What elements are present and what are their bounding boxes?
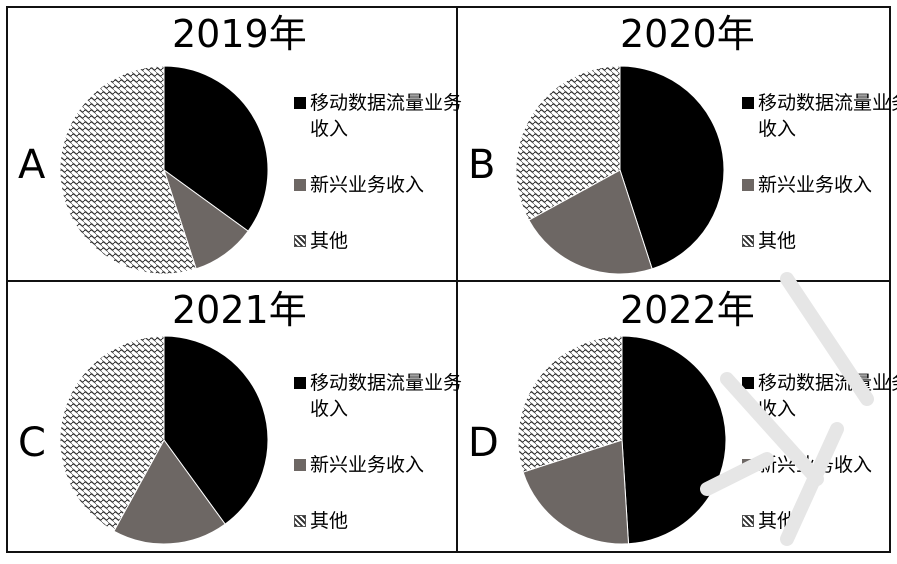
chart-legend: 移动数据流量业务收入 新兴业务收入 其他 bbox=[294, 370, 464, 564]
pie-slice-mobile-data bbox=[619, 65, 725, 270]
legend-item-other: 其他 bbox=[742, 508, 897, 534]
legend-label: 新兴业务收入 bbox=[758, 174, 873, 196]
chart-frame bbox=[6, 6, 891, 553]
legend-item-mobile-data: 移动数据流量业务收入 bbox=[742, 90, 897, 142]
legend-swatch bbox=[742, 377, 754, 389]
legend-swatch bbox=[294, 235, 306, 247]
legend-label: 其他 bbox=[310, 230, 349, 252]
pie-slice-other bbox=[59, 65, 197, 275]
legend-label: 新兴业务收入 bbox=[758, 454, 873, 476]
legend-swatch bbox=[742, 459, 754, 471]
legend-swatch bbox=[742, 97, 754, 109]
legend-swatch bbox=[294, 515, 306, 527]
legend-item-mobile-data: 移动数据流量业务收入 bbox=[294, 370, 464, 422]
legend-label: 新兴业务收入 bbox=[310, 454, 425, 476]
pie-slice-other bbox=[515, 65, 621, 221]
legend-label: 其他 bbox=[310, 510, 349, 532]
panel-label: B bbox=[468, 142, 496, 188]
vertical-divider bbox=[456, 6, 458, 553]
chart-title: 2021年 bbox=[172, 288, 307, 332]
legend-swatch bbox=[294, 97, 306, 109]
pie-slice-mobile-data bbox=[621, 335, 727, 545]
panel-b: 2020年 B 移动数据流量业务收入 新兴业务收入 其他 bbox=[458, 8, 897, 280]
legend-label: 移动数据流量业务收入 bbox=[758, 92, 897, 140]
pie-chart bbox=[59, 335, 269, 545]
chart-legend: 移动数据流量业务收入 新兴业务收入 其他 bbox=[742, 370, 897, 564]
chart-title: 2022年 bbox=[620, 288, 755, 332]
legend-item-other: 其他 bbox=[742, 228, 897, 254]
panel-a: 2019年 A 移动数据流量业务收入 新兴业务收入 其他 bbox=[8, 8, 462, 280]
pie-slice-emerging bbox=[522, 439, 630, 545]
panel-c: 2021年 C 移动数据流量业务收入 新兴业务收入 其他 bbox=[8, 282, 462, 551]
legend-item-emerging: 新兴业务收入 bbox=[742, 452, 897, 478]
legend-item-mobile-data: 移动数据流量业务收入 bbox=[742, 370, 897, 422]
legend-item-emerging: 新兴业务收入 bbox=[294, 452, 464, 478]
panel-d: 2022年 D 移动数据流量业务收入 新兴业务收入 其他 bbox=[458, 282, 897, 551]
legend-item-other: 其他 bbox=[294, 228, 464, 254]
pie-slice-mobile-data bbox=[163, 65, 269, 232]
chart-legend: 移动数据流量业务收入 新兴业务收入 其他 bbox=[294, 90, 464, 284]
legend-label: 移动数据流量业务收入 bbox=[310, 372, 463, 420]
pie-slice-other bbox=[517, 335, 623, 473]
legend-item-emerging: 新兴业务收入 bbox=[294, 172, 464, 198]
legend-swatch bbox=[742, 515, 754, 527]
chart-title: 2020年 bbox=[620, 12, 755, 56]
legend-label: 新兴业务收入 bbox=[310, 174, 425, 196]
legend-swatch bbox=[294, 459, 306, 471]
legend-label: 移动数据流量业务收入 bbox=[758, 372, 897, 420]
pie-slice-emerging bbox=[113, 439, 226, 545]
pie-slice-mobile-data bbox=[163, 335, 269, 525]
horizontal-divider bbox=[6, 280, 891, 282]
pie-slice-other bbox=[59, 335, 165, 532]
legend-item-emerging: 新兴业务收入 bbox=[742, 172, 897, 198]
chart-legend: 移动数据流量业务收入 新兴业务收入 其他 bbox=[742, 90, 897, 284]
legend-swatch bbox=[294, 377, 306, 389]
legend-swatch bbox=[742, 179, 754, 191]
legend-item-other: 其他 bbox=[294, 508, 464, 534]
pie-slice-emerging bbox=[528, 169, 653, 275]
pie-chart bbox=[517, 335, 727, 545]
legend-label: 其他 bbox=[758, 510, 797, 532]
panel-label: A bbox=[18, 142, 46, 188]
legend-item-mobile-data: 移动数据流量业务收入 bbox=[294, 90, 464, 142]
legend-swatch bbox=[294, 179, 306, 191]
chart-title: 2019年 bbox=[172, 12, 307, 56]
legend-label: 移动数据流量业务收入 bbox=[310, 92, 463, 140]
panel-label: D bbox=[468, 420, 499, 466]
pie-chart bbox=[515, 65, 725, 275]
panel-label: C bbox=[18, 420, 46, 466]
legend-swatch bbox=[742, 235, 754, 247]
legend-label: 其他 bbox=[758, 230, 797, 252]
pie-chart bbox=[59, 65, 269, 275]
